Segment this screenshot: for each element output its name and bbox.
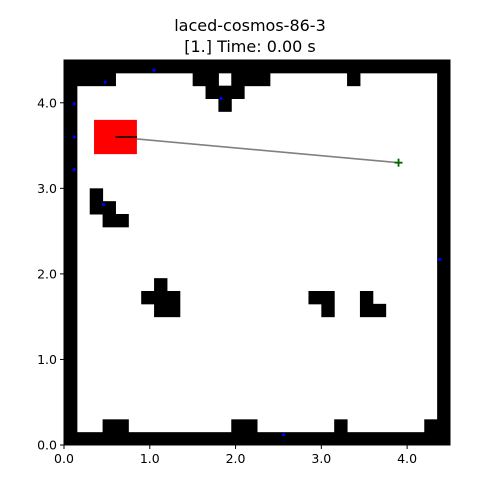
sensor-point bbox=[281, 433, 286, 437]
sensor-point bbox=[72, 102, 76, 106]
obstacle-cell bbox=[192, 72, 219, 87]
y-tick-label: 2.0 bbox=[37, 266, 57, 281]
obstacle-cell bbox=[308, 291, 335, 305]
path-layer bbox=[115, 136, 399, 164]
obstacle-cell bbox=[102, 214, 129, 228]
obstacle-cell bbox=[218, 98, 232, 112]
axes-frame bbox=[63, 59, 451, 446]
obstacle-cell bbox=[141, 291, 181, 305]
y-axis: 0.0 1.0 2.0 3.0 4.0 bbox=[37, 95, 64, 453]
obstacle-cell bbox=[334, 419, 348, 433]
sensor-points bbox=[72, 68, 442, 437]
sensor-point bbox=[103, 80, 107, 84]
sensor-point bbox=[101, 202, 106, 207]
sensor-point bbox=[438, 257, 442, 261]
y-tick-label: 0.0 bbox=[37, 438, 57, 453]
obstacle-cell bbox=[89, 201, 116, 215]
obstacle-cell bbox=[359, 303, 387, 318]
obstacle-cell bbox=[321, 303, 335, 318]
y-tick-label: 3.0 bbox=[37, 181, 57, 196]
goal-layer bbox=[394, 158, 403, 167]
obstacle-cell bbox=[231, 72, 271, 87]
x-tick-label: 2.0 bbox=[226, 451, 246, 466]
x-tick-label: 4.0 bbox=[397, 451, 417, 466]
obstacle-cell bbox=[64, 60, 78, 446]
obstacle-cell bbox=[437, 60, 451, 446]
x-tick-label: 3.0 bbox=[311, 451, 331, 466]
sensor-point bbox=[152, 68, 156, 72]
y-tick-label: 1.0 bbox=[37, 352, 57, 367]
goal-marker bbox=[394, 158, 403, 167]
sensor-point bbox=[72, 135, 76, 139]
obstacle-cell bbox=[424, 419, 438, 433]
y-tick-label: 4.0 bbox=[37, 95, 57, 110]
sensor-point bbox=[72, 167, 76, 172]
axes-background bbox=[64, 60, 450, 445]
obstacle-cell bbox=[64, 432, 451, 446]
axes-area bbox=[63, 59, 451, 446]
sensor-point bbox=[219, 96, 223, 101]
x-axis: 0.0 1.0 2.0 3.0 4.0 bbox=[54, 445, 417, 466]
obstacle-cell bbox=[154, 278, 168, 292]
x-tick-label: 0.0 bbox=[54, 451, 74, 466]
obstacle-cell bbox=[102, 419, 129, 433]
obstacle-cell bbox=[154, 303, 181, 318]
obstacle-cell bbox=[359, 291, 374, 305]
obstacle-cell bbox=[205, 85, 245, 99]
obstacle-cell bbox=[347, 72, 361, 87]
obstacle-cell bbox=[231, 419, 258, 433]
path-line bbox=[115, 136, 399, 164]
x-tick-label: 1.0 bbox=[140, 451, 160, 466]
robot-layer bbox=[94, 119, 137, 155]
plot-title-line-1: laced-cosmos-86-3 bbox=[174, 16, 326, 35]
obstacle-cell bbox=[76, 72, 116, 87]
obstacle-cell bbox=[64, 60, 451, 74]
plot-title-line-2: [1.] Time: 0.00 s bbox=[184, 37, 316, 56]
obstacle-cell bbox=[89, 188, 104, 202]
